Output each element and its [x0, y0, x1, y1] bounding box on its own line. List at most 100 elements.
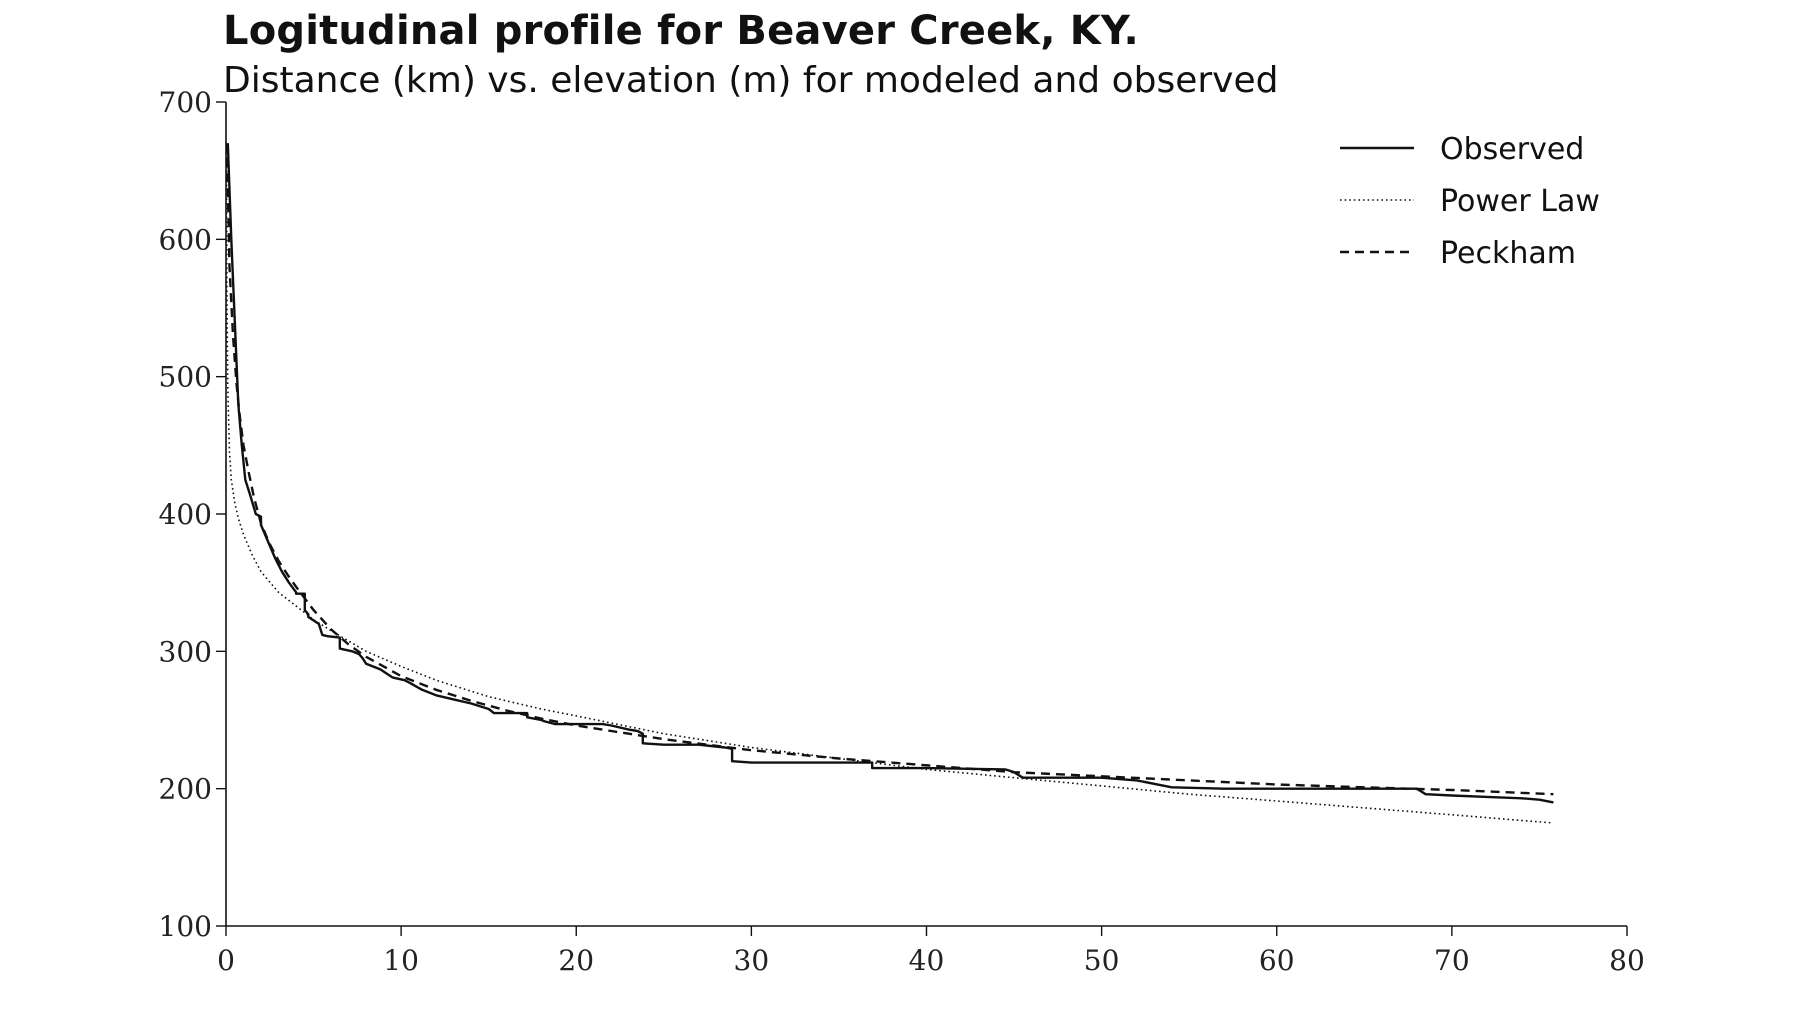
data-point — [838, 758, 840, 760]
data-point — [365, 663, 367, 665]
y-tick-label: 200 — [159, 773, 212, 806]
data-point — [642, 743, 644, 745]
x-tick-label: 20 — [558, 944, 594, 977]
data-point — [234, 502, 236, 504]
data-point — [576, 725, 578, 727]
data-point — [540, 718, 542, 720]
data-point — [663, 738, 665, 740]
chart-legend: Observed Power Law Peckham — [1340, 132, 1600, 271]
data-point — [1005, 769, 1007, 771]
data-point — [400, 666, 402, 668]
data-point — [1329, 788, 1331, 790]
data-point — [1276, 800, 1278, 802]
data-point — [322, 634, 324, 636]
y-tick-label: 100 — [159, 910, 212, 943]
data-point — [1539, 799, 1541, 801]
data-point — [871, 767, 873, 769]
chart-title: Logitudinal profile for Beaver Creek, KY… — [223, 8, 1139, 54]
data-point — [226, 294, 228, 296]
series-line — [225, 143, 1554, 824]
data-point — [231, 239, 233, 241]
data-point — [313, 609, 315, 611]
data-point — [278, 560, 280, 562]
data-point — [269, 543, 271, 545]
data-point — [1013, 771, 1015, 773]
series-peckham — [225, 142, 1554, 796]
data-point — [1451, 814, 1453, 816]
x-tick-label: 30 — [734, 944, 770, 977]
data-point — [1553, 822, 1555, 824]
data-point — [400, 675, 402, 677]
data-point — [245, 479, 247, 481]
data-point — [227, 390, 229, 392]
data-point — [304, 609, 306, 611]
data-point — [255, 513, 257, 515]
chart-subtitle: Distance (km) vs. elevation (m) for mode… — [223, 60, 1279, 101]
data-point — [628, 729, 630, 731]
data-point — [576, 715, 578, 717]
data-point — [238, 517, 240, 519]
x-tick-label: 70 — [1434, 944, 1470, 977]
series-power-law — [225, 143, 1555, 824]
data-point — [751, 762, 753, 764]
data-point — [1364, 787, 1366, 789]
y-tick-label: 400 — [159, 498, 212, 531]
data-point — [229, 266, 231, 268]
data-point — [526, 712, 528, 714]
data-point — [579, 723, 581, 725]
data-point — [1553, 802, 1555, 804]
legend-label: Observed — [1440, 132, 1584, 167]
data-point — [379, 668, 381, 670]
data-point — [435, 689, 437, 691]
data-point — [1486, 796, 1488, 798]
data-point — [540, 708, 542, 710]
data-point — [663, 744, 665, 746]
data-point — [926, 765, 928, 767]
data-point — [803, 762, 805, 764]
data-point — [232, 335, 234, 337]
data-point — [404, 679, 406, 681]
data-point — [278, 592, 280, 594]
data-point — [351, 651, 353, 653]
x-tick-label: 40 — [909, 944, 945, 977]
data-point — [308, 616, 310, 618]
data-point — [295, 592, 297, 594]
data-point — [304, 593, 306, 595]
data-point — [243, 445, 245, 447]
data-point — [1188, 780, 1190, 782]
data-point — [731, 760, 733, 762]
chart-axes: 0 10 20 30 40 50 60 70 80 100 200 300 400 500 600 700 — [159, 86, 1645, 977]
data-point — [409, 682, 411, 684]
x-tick-label: 0 — [217, 944, 235, 977]
data-point — [348, 644, 350, 646]
data-point — [226, 142, 228, 144]
data-point — [1451, 795, 1453, 797]
data-point — [383, 666, 385, 668]
data-point — [1188, 793, 1190, 795]
data-point — [253, 497, 255, 499]
data-point — [260, 523, 262, 525]
data-point — [288, 582, 290, 584]
data-point — [488, 708, 490, 710]
data-point — [295, 605, 297, 607]
data-point — [274, 557, 276, 559]
data-point — [313, 619, 315, 621]
data-point — [421, 689, 423, 691]
data-point — [1521, 798, 1523, 800]
data-point — [365, 656, 367, 658]
x-tick-label: 60 — [1259, 944, 1295, 977]
data-point — [295, 593, 297, 595]
legend-label: Peckham — [1440, 236, 1576, 271]
data-point — [287, 574, 289, 576]
data-point — [1171, 787, 1173, 789]
data-point — [544, 721, 546, 723]
data-point — [602, 723, 604, 725]
data-point — [392, 677, 394, 679]
data-point — [239, 417, 241, 419]
data-point — [470, 700, 472, 702]
series-line — [225, 143, 1554, 796]
data-point — [248, 472, 250, 474]
data-point — [260, 571, 262, 573]
data-point — [1136, 780, 1138, 782]
data-point — [362, 657, 364, 659]
